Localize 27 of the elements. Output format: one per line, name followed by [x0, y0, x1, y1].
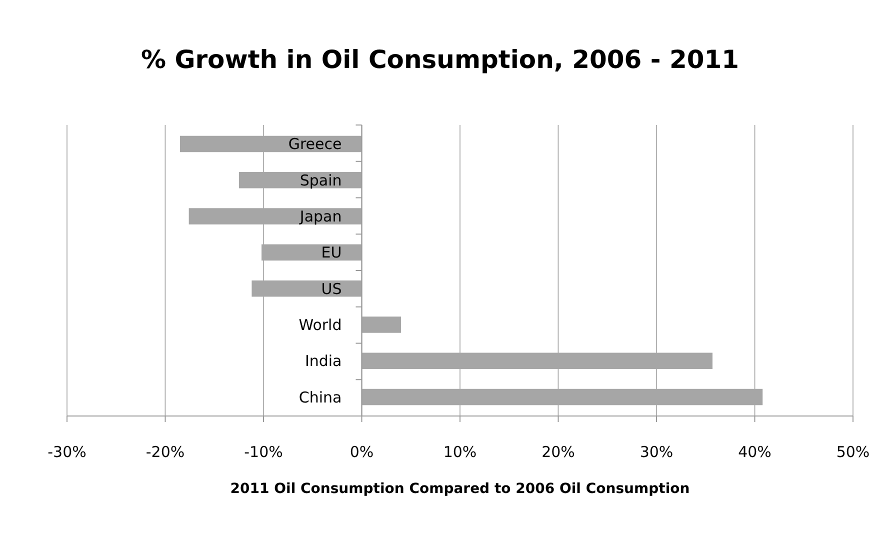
x-tick-label: 0% [350, 443, 374, 461]
y-tick-label: Japan [298, 208, 342, 226]
y-tick-label: Greece [288, 135, 342, 154]
y-tick-label: US [321, 280, 342, 298]
bar [180, 136, 362, 152]
x-tick-label: -10% [244, 443, 283, 461]
bar [252, 280, 362, 297]
x-tick-label: 20% [542, 443, 575, 461]
x-tick-label: 10% [443, 443, 477, 461]
x-tick-label: 40% [738, 443, 772, 461]
x-tick-label: -20% [146, 443, 185, 461]
bar [362, 352, 713, 370]
bar [188, 208, 362, 224]
x-axis-title: 2011 Oil Consumption Compared to 2006 Oil Consumption [230, 481, 690, 497]
bar [362, 316, 402, 333]
y-tick-label: China [298, 388, 342, 406]
x-tick-label: -30% [48, 443, 86, 461]
y-tick-label: Spain [300, 171, 342, 190]
bar [262, 244, 362, 261]
x-tick-label: 50% [836, 443, 870, 461]
y-tick-label: India [304, 352, 342, 370]
bar [238, 172, 362, 188]
y-tick-label: EU [321, 244, 342, 262]
y-tick-label: World [298, 316, 342, 334]
x-tick-label: 30% [640, 443, 674, 461]
bar [362, 388, 763, 406]
chart-title: % Growth in Oil Consumption, 2006 - 2011 [140, 45, 740, 74]
